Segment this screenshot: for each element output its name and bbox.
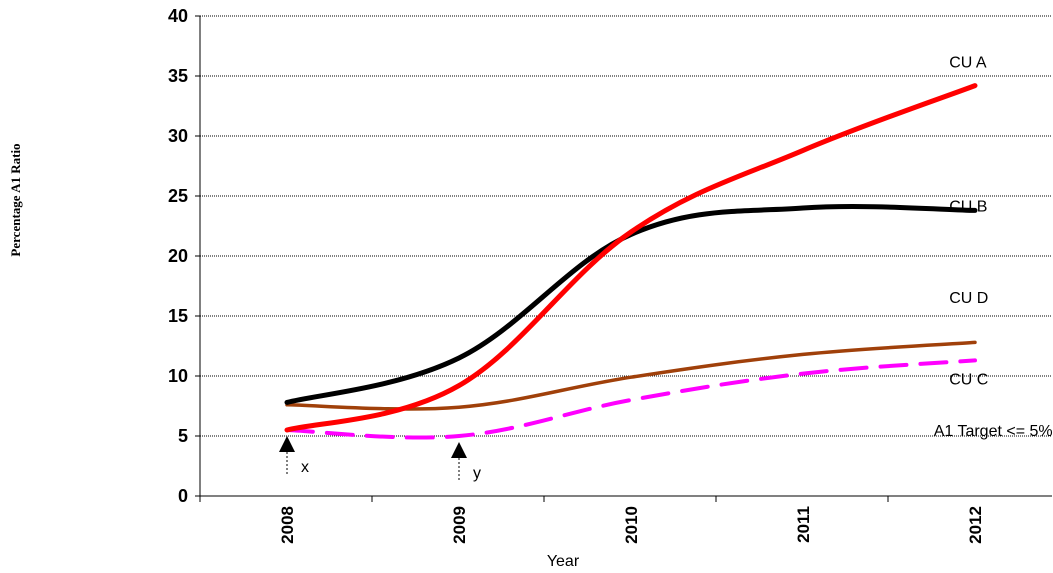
y-tick-label: 35 [168, 66, 188, 86]
y-axis-label: Percentage A1 Ratio [8, 143, 23, 256]
y-tick-label: 25 [168, 186, 188, 206]
y-tick-label: 5 [178, 426, 188, 446]
series-lines [284, 83, 978, 440]
x-tick-label: 2010 [622, 506, 641, 544]
x-tick-labels: 2008 2009 2010 2011 2012 [278, 506, 985, 544]
series-line-cu-b [284, 204, 978, 405]
axes [195, 15, 1052, 502]
gridlines [200, 15, 1052, 437]
annotation-y: y [473, 465, 481, 482]
y-tick-label: 30 [168, 126, 188, 146]
arrow-up-icon [451, 442, 467, 458]
y-tick-labels: 0 5 10 15 20 25 30 35 40 [168, 6, 188, 506]
x-tick-label: 2008 [278, 506, 297, 544]
x-tick-label: 2011 [794, 506, 813, 543]
x-axis-label: Year [547, 553, 580, 570]
y-tick-label: 10 [168, 366, 188, 386]
annotation-x: x [301, 459, 309, 476]
series-line-cu-a [284, 83, 978, 433]
series-labels: CU A CU B CU D CU C A1 Target <= 5% [934, 55, 1053, 440]
series-label: CU A [949, 55, 987, 72]
y-tick-label: 15 [168, 306, 188, 326]
y-tick-label: 0 [178, 486, 188, 506]
y-tick-label: 40 [168, 6, 188, 26]
arrow-up-icon [279, 436, 295, 452]
series-label: A1 Target <= 5% [934, 423, 1053, 440]
x-tick-label: 2009 [450, 506, 469, 544]
series-line-a1-target-5 [285, 358, 977, 440]
series-label: CU D [949, 290, 988, 307]
series-label: CU C [949, 371, 988, 388]
y-tick-label: 20 [168, 246, 188, 266]
series-label: CU B [949, 199, 987, 216]
x-tick-label: 2012 [966, 506, 985, 544]
